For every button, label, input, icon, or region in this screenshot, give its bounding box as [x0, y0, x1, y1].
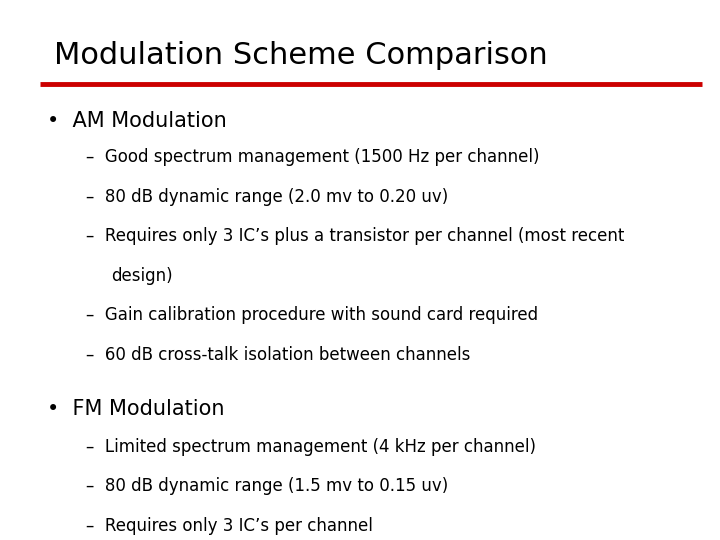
Text: –  Requires only 3 IC’s per channel: – Requires only 3 IC’s per channel: [86, 517, 373, 535]
Text: –  Limited spectrum management (4 kHz per channel): – Limited spectrum management (4 kHz per…: [86, 438, 536, 456]
Text: –  Good spectrum management (1500 Hz per channel): – Good spectrum management (1500 Hz per …: [86, 148, 540, 166]
Text: •  FM Modulation: • FM Modulation: [47, 399, 225, 418]
Text: •  AM Modulation: • AM Modulation: [47, 111, 227, 131]
Text: –  Gain calibration procedure with sound card required: – Gain calibration procedure with sound …: [86, 306, 539, 324]
Text: Modulation Scheme Comparison: Modulation Scheme Comparison: [54, 40, 548, 70]
Text: design): design): [112, 267, 174, 285]
Text: –  80 dB dynamic range (2.0 mv to 0.20 uv): – 80 dB dynamic range (2.0 mv to 0.20 uv…: [86, 188, 449, 206]
Text: –  80 dB dynamic range (1.5 mv to 0.15 uv): – 80 dB dynamic range (1.5 mv to 0.15 uv…: [86, 477, 449, 495]
Text: –  60 dB cross-talk isolation between channels: – 60 dB cross-talk isolation between cha…: [86, 346, 471, 363]
Text: –  Requires only 3 IC’s plus a transistor per channel (most recent: – Requires only 3 IC’s plus a transistor…: [86, 227, 625, 245]
